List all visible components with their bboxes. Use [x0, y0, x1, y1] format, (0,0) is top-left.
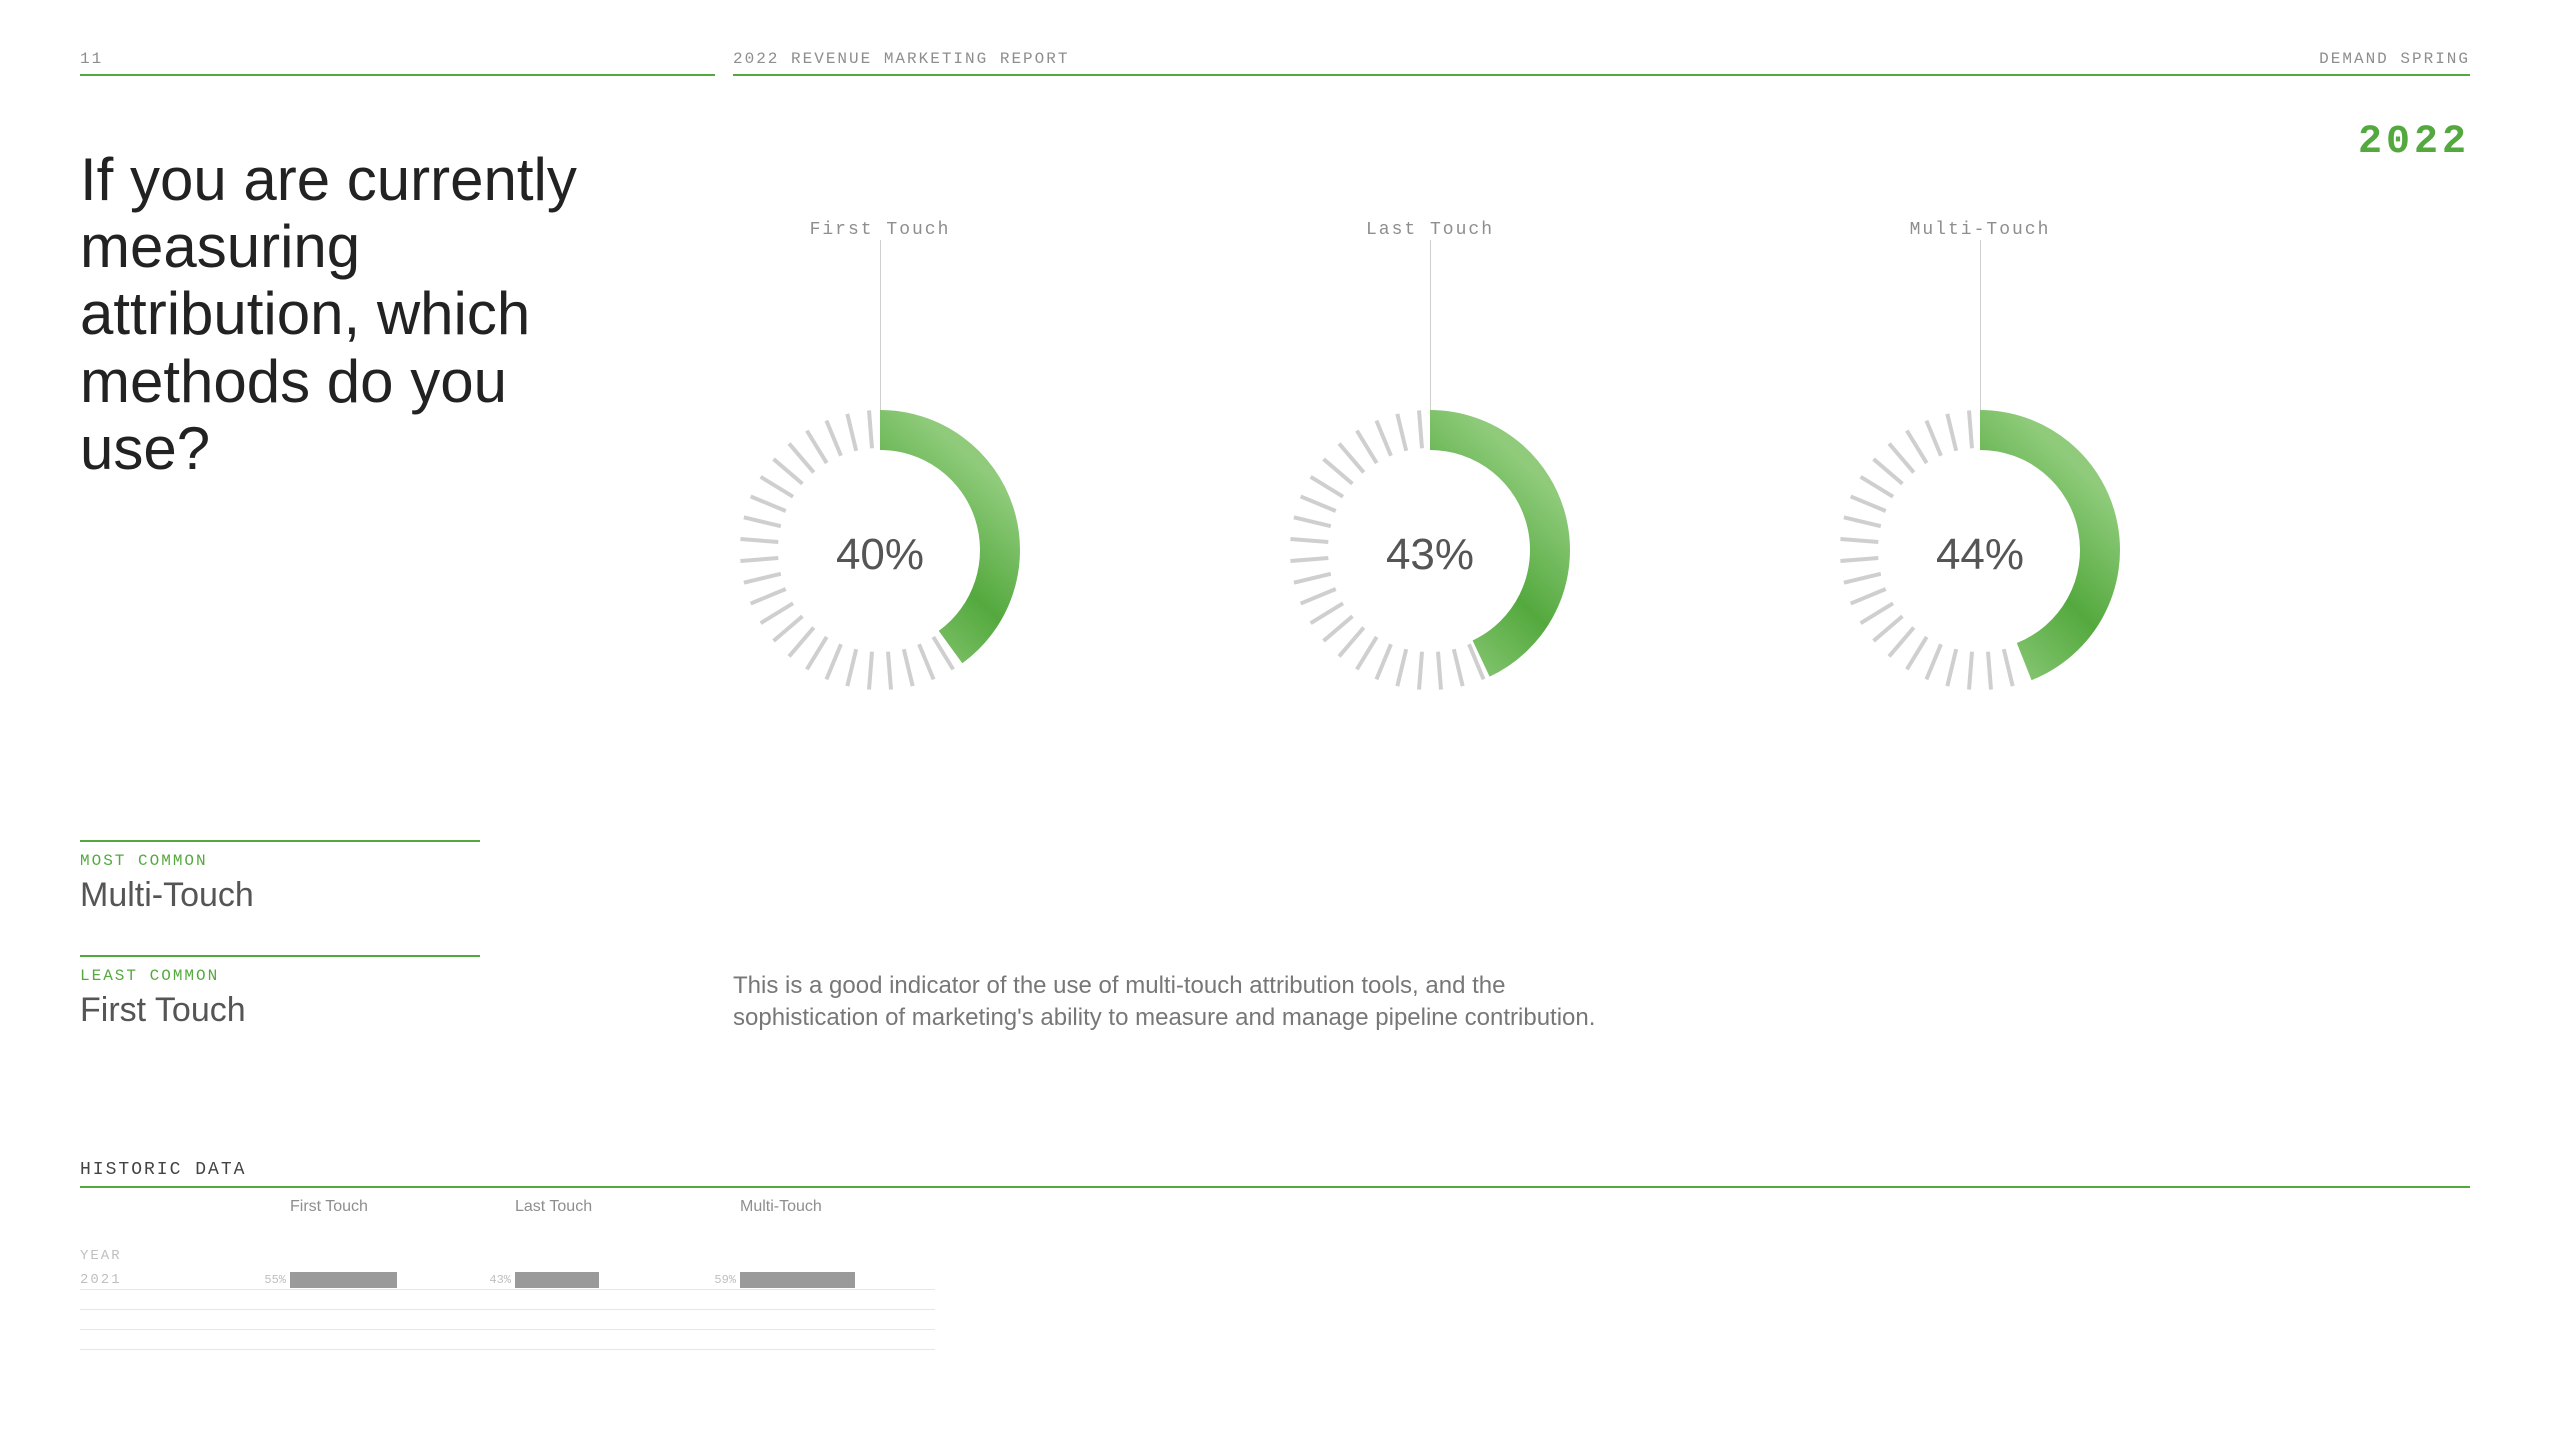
gauges-row: First Touch 40% Last Touch 43% Multi-Touch 44…	[730, 220, 2130, 705]
historic-empty-row	[80, 1310, 260, 1330]
historic-grid: YEAR2021First Touch55%Last Touch43%Multi…	[80, 1188, 2470, 1350]
gauge-chart: 44%	[1830, 400, 2130, 705]
historic-bar-row: 55%	[260, 1270, 485, 1290]
historic-empty-row	[80, 1290, 260, 1310]
historic-bar-fill	[515, 1272, 599, 1288]
gauge-chart: 43%	[1280, 400, 1580, 705]
sidebar-stats: MOST COMMON Multi-Touch LEAST COMMON Fir…	[80, 840, 480, 1070]
historic-column-header: Last Touch	[485, 1198, 710, 1248]
stat-rule	[80, 840, 480, 842]
historic-title: HISTORIC DATA	[80, 1160, 2470, 1188]
header-mid-rule: 2022 REVENUE MARKETING REPORT DEMAND SPR…	[733, 50, 2470, 76]
most-common-block: MOST COMMON Multi-Touch	[80, 840, 480, 915]
historic-bar-value: 59%	[710, 1273, 740, 1287]
historic-column: Last Touch 43%	[485, 1188, 710, 1350]
historic-bar-value: 55%	[260, 1273, 290, 1287]
historic-bar-fill	[290, 1272, 397, 1288]
historic-column: First Touch 55%	[260, 1188, 485, 1350]
page-header: 11 2022 REVENUE MARKETING REPORT DEMAND …	[80, 50, 2470, 76]
historic-empty-row	[485, 1330, 710, 1350]
most-common-label: MOST COMMON	[80, 852, 480, 870]
gauge-value: 44%	[1830, 530, 2130, 580]
historic-column-header: Multi-Touch	[710, 1198, 935, 1248]
gauge-label: First Touch	[810, 220, 951, 240]
most-common-value: Multi-Touch	[80, 876, 480, 915]
historic-year-column: YEAR2021	[80, 1188, 260, 1350]
historic-bar-row: 59%	[710, 1270, 935, 1290]
historic-empty-row	[260, 1290, 485, 1310]
historic-year-label: YEAR	[80, 1248, 260, 1270]
least-common-label: LEAST COMMON	[80, 967, 480, 985]
historic-bar-fill	[740, 1272, 855, 1288]
historic-year-cell: 2021	[80, 1270, 260, 1290]
historic-empty-row	[710, 1290, 935, 1310]
historic-empty-row	[485, 1290, 710, 1310]
gauge-stem	[1430, 240, 1431, 420]
header-left-rule: 11	[80, 50, 715, 76]
stat-rule	[80, 955, 480, 957]
historic-empty-row	[260, 1330, 485, 1350]
gauge-stem	[1980, 240, 1981, 420]
year-badge: 2022	[2358, 120, 2470, 165]
body-copy: This is a good indicator of the use of m…	[733, 970, 1603, 1035]
gauge-value: 40%	[730, 530, 1030, 580]
gauge: Last Touch 43%	[1280, 220, 1580, 705]
gauge-chart: 40%	[730, 400, 1030, 705]
historic-empty-row	[80, 1330, 260, 1350]
historic-empty-row	[260, 1310, 485, 1330]
report-title: 2022 REVENUE MARKETING REPORT	[733, 50, 1069, 68]
historic-empty-row	[710, 1310, 935, 1330]
historic-bar-value: 43%	[485, 1273, 515, 1287]
historic-column: Multi-Touch 59%	[710, 1188, 935, 1350]
historic-empty-row	[485, 1310, 710, 1330]
gauge: First Touch 40%	[730, 220, 1030, 705]
gauge-value: 43%	[1280, 530, 1580, 580]
historic-bar-row: 43%	[485, 1270, 710, 1290]
gauge-label: Multi-Touch	[1910, 220, 2051, 240]
gauge-label: Last Touch	[1366, 220, 1494, 240]
page-number: 11	[80, 50, 103, 68]
historic-column-header: First Touch	[260, 1198, 485, 1248]
gauge-stem	[880, 240, 881, 420]
historic-section: HISTORIC DATA YEAR2021First Touch55%Last…	[80, 1160, 2470, 1350]
least-common-value: First Touch	[80, 991, 480, 1030]
page-title: If you are currently measuring attributi…	[80, 146, 600, 482]
brand-name: DEMAND SPRING	[2319, 50, 2470, 68]
gauge: Multi-Touch 44%	[1830, 220, 2130, 705]
historic-empty-row	[710, 1330, 935, 1350]
least-common-block: LEAST COMMON First Touch	[80, 955, 480, 1030]
